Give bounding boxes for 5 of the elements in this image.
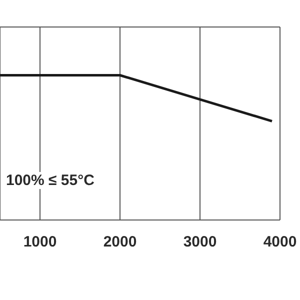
x-tick-label: 4000 [263,234,297,251]
x-tick-label: 3000 [183,234,217,251]
x-tick-label: 2000 [103,234,137,251]
annotation: 100% ≤ 55°C [6,172,94,189]
x-tick-label: 1000 [23,234,57,251]
